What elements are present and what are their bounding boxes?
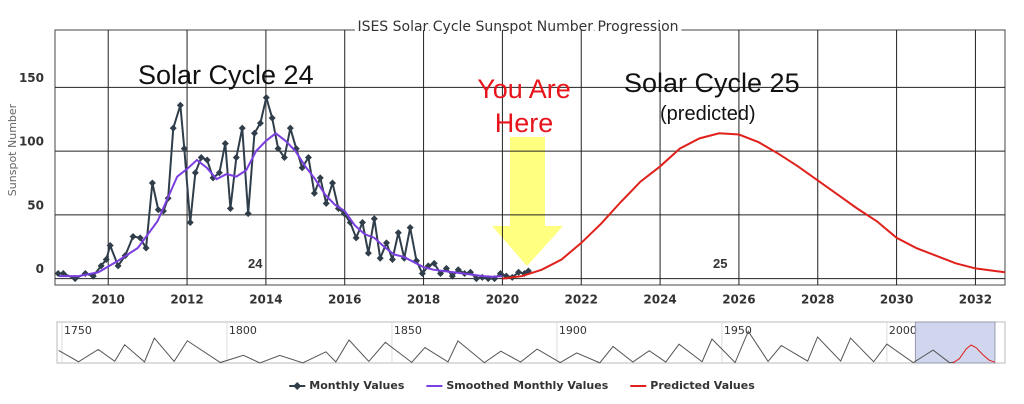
data-point [106, 241, 114, 249]
legend-label: Smoothed Monthly Values [446, 379, 608, 392]
legend: Monthly Values Smoothed Monthly Values Pre… [289, 379, 755, 392]
navigator-selection [914, 321, 996, 364]
x-tick-label: 1750 [64, 324, 92, 337]
data-point [454, 266, 462, 274]
data-point [388, 256, 396, 263]
data-point [364, 249, 372, 257]
data-point [430, 259, 438, 267]
data-point [114, 262, 122, 270]
data-point [262, 94, 270, 102]
x-tick-label: 2010 [92, 293, 125, 307]
y-tick-label: 50 [27, 198, 44, 212]
x-tick-label: 2020 [486, 293, 519, 307]
data-point [515, 268, 523, 276]
y-axis-title: Sunspot Number [6, 103, 19, 196]
data-point [280, 154, 288, 161]
y-tick-label: 150 [19, 71, 44, 85]
legend-label: Monthly Values [309, 379, 405, 392]
annotation: You Are Here [477, 74, 571, 138]
data-point [268, 114, 276, 122]
data-point [352, 234, 360, 242]
x-tick-label: 2018 [407, 293, 440, 307]
data-point [215, 169, 223, 177]
data-point [129, 233, 137, 241]
x-tick-label: 2022 [565, 293, 598, 307]
series-line [58, 93, 529, 280]
data-point [316, 174, 324, 182]
data-point [250, 129, 258, 137]
data-point [191, 169, 199, 177]
data-point [286, 124, 294, 132]
data-point [97, 262, 105, 270]
x-tick-label: 2026 [722, 293, 755, 307]
data-point [370, 215, 378, 223]
data-point [203, 156, 211, 164]
series-line [952, 344, 996, 364]
x-tick-label: 2030 [880, 293, 913, 307]
series-line [58, 330, 955, 364]
data-point [472, 275, 480, 283]
data-point [154, 206, 162, 214]
data-point [102, 256, 110, 263]
data-point [274, 145, 282, 153]
data-point [226, 205, 234, 212]
annotation: 24 [248, 256, 263, 271]
x-tick-label: 2032 [959, 293, 992, 307]
annotation: Solar Cycle 25 [624, 68, 800, 98]
plot-border [54, 29, 1006, 286]
annotation: 25 [713, 256, 728, 271]
data-point [180, 145, 188, 153]
x-tick-label: 2014 [249, 293, 282, 307]
data-point [232, 154, 240, 161]
annotation: (predicted) [660, 103, 756, 125]
x-tick-label: 1800 [229, 324, 257, 337]
data-point [148, 179, 156, 187]
data-point [406, 224, 414, 232]
data-point [329, 179, 337, 187]
data-point [221, 139, 229, 147]
data-point [358, 219, 366, 227]
data-point [238, 124, 246, 132]
x-tick-label: 2016 [328, 293, 361, 307]
you-are-here-arrow [492, 137, 563, 266]
data-point [244, 210, 252, 218]
y-tick-label: 100 [19, 135, 44, 149]
data-point [448, 272, 456, 280]
data-point [256, 119, 264, 127]
legend-label: Predicted Values [650, 379, 755, 392]
y-tick-label: 0 [36, 262, 44, 276]
x-tick-label: 1850 [394, 324, 422, 337]
data-point [304, 154, 312, 161]
x-tick-label: 2024 [643, 293, 676, 307]
series-line [58, 132, 503, 278]
data-point [169, 124, 177, 132]
x-tick-label: 1900 [559, 324, 587, 337]
legend-marker [293, 382, 302, 390]
data-point [376, 254, 384, 262]
data-point [383, 239, 391, 247]
x-tick-label: 2028 [801, 293, 834, 307]
x-tick-label: 2000 [889, 324, 917, 337]
chart-title: ISES Solar Cycle Sunspot Number Progress… [357, 19, 678, 35]
data-point [310, 189, 318, 197]
annotation: Solar Cycle 24 [138, 60, 314, 90]
data-point [197, 154, 205, 161]
series-line [502, 132, 1005, 280]
x-tick-label: 2012 [170, 293, 203, 307]
data-point [136, 234, 144, 242]
data-point [176, 101, 184, 109]
navigator-border [56, 321, 1006, 364]
x-tick-label: 1950 [724, 324, 752, 337]
data-point [322, 199, 330, 207]
data-point [394, 229, 402, 237]
data-point [186, 219, 194, 227]
data-point [142, 244, 150, 252]
data-point [418, 270, 426, 278]
